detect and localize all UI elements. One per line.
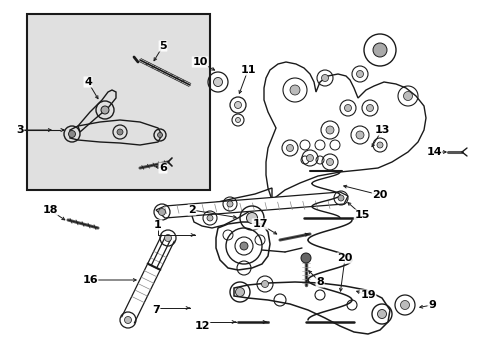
Text: 6: 6 [159,163,166,173]
Text: 2: 2 [188,205,196,215]
Text: 1: 1 [154,220,162,230]
Text: 5: 5 [159,41,166,51]
Text: 12: 12 [194,321,209,331]
Circle shape [376,142,382,148]
Circle shape [234,102,241,108]
Polygon shape [156,192,347,218]
Circle shape [366,104,373,112]
Circle shape [206,215,213,221]
Text: 20: 20 [371,190,387,200]
Text: 11: 11 [240,65,255,75]
Circle shape [158,208,165,216]
Circle shape [240,242,247,250]
Text: 15: 15 [354,210,369,220]
Circle shape [301,253,310,263]
Circle shape [337,195,343,201]
Circle shape [235,288,244,297]
Circle shape [117,129,123,135]
Text: 4: 4 [84,77,92,87]
Circle shape [377,310,386,319]
Circle shape [124,316,131,324]
Circle shape [356,71,363,77]
Text: 10: 10 [192,57,207,67]
Circle shape [286,144,293,152]
Text: 20: 20 [337,253,352,263]
Text: 18: 18 [42,205,58,215]
Text: 14: 14 [426,147,441,157]
Text: 8: 8 [315,277,323,287]
Circle shape [325,126,333,134]
Text: 3: 3 [16,125,24,135]
Circle shape [289,85,299,95]
Text: 16: 16 [82,275,98,285]
Circle shape [306,154,313,162]
Text: 17: 17 [252,219,267,229]
Circle shape [101,106,109,114]
Circle shape [321,75,328,81]
Text: 13: 13 [373,125,389,135]
Circle shape [403,91,412,100]
Circle shape [344,104,351,112]
Text: 19: 19 [360,290,375,300]
Circle shape [372,43,386,57]
Text: 7: 7 [152,305,160,315]
Circle shape [235,117,240,122]
Circle shape [326,158,333,166]
Circle shape [400,301,408,310]
Circle shape [246,212,257,224]
Circle shape [157,132,162,138]
Circle shape [68,130,75,138]
Circle shape [213,77,222,86]
Circle shape [164,234,171,242]
Bar [27,14,209,190]
Circle shape [226,201,232,207]
Circle shape [261,280,268,288]
Circle shape [355,131,363,139]
Text: 9: 9 [427,300,435,310]
